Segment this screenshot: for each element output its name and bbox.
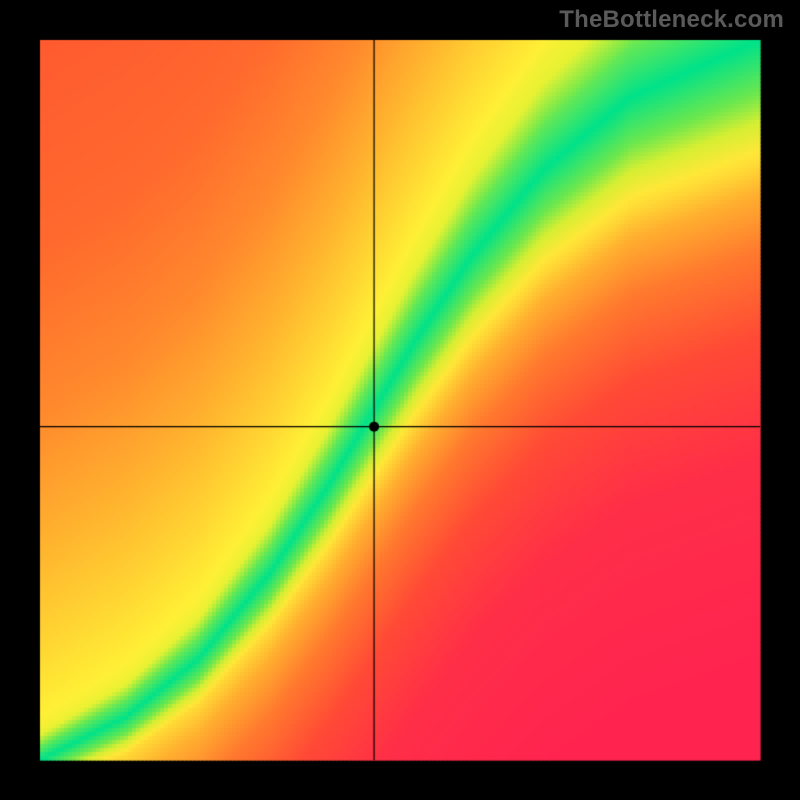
bottleneck-heatmap — [0, 0, 800, 800]
watermark-text: TheBottleneck.com — [559, 6, 784, 34]
